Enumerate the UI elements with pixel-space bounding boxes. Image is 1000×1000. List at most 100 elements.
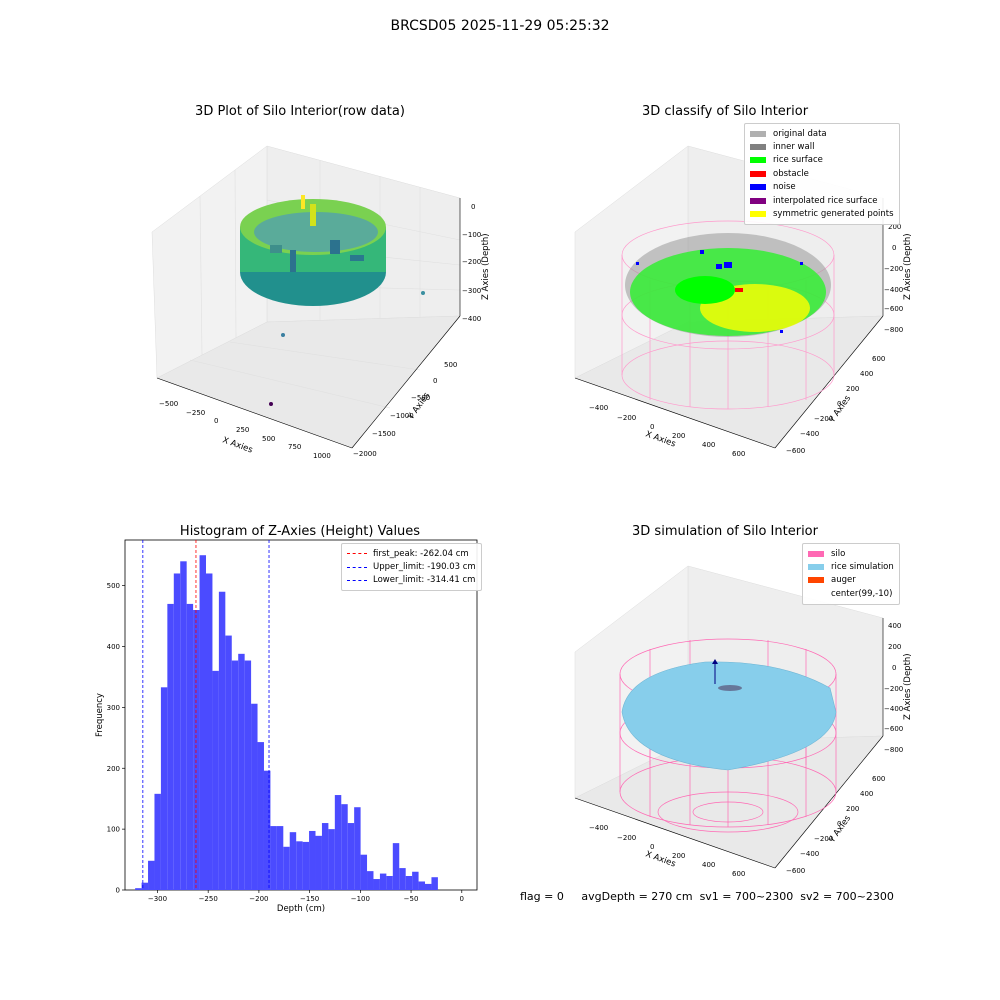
histogram-bar [296, 841, 303, 890]
histogram-x-tick-label: −200 [249, 895, 268, 903]
panel4-3d-simulation: −400 −200 0 200 400 600 X Axies 600 400 … [574, 565, 913, 878]
histogram-x-tick-label: −250 [199, 895, 218, 903]
panel2-x-tick: −400 [589, 404, 608, 412]
panel1-z-tick: −400 [462, 315, 481, 323]
histogram-bar [405, 876, 413, 890]
panel4-z-tick: 0 [892, 664, 896, 672]
panel2-x-tick: 200 [672, 432, 685, 440]
histogram-x-tick-label: −300 [148, 895, 167, 903]
legend-swatch [750, 170, 766, 177]
panel4-x-tick: −400 [589, 824, 608, 832]
panel4-center-marker [712, 659, 718, 664]
histogram-y-tick-label: 500 [107, 582, 120, 590]
histogram-bar [141, 882, 149, 890]
histogram-bar [173, 573, 181, 890]
histogram-y-tick-label: 400 [107, 643, 120, 651]
panel4-z-tick: 200 [888, 643, 901, 651]
legend-item-rice-simulation: rice simulation [808, 560, 894, 573]
panel2-x-tick: 400 [702, 441, 715, 449]
legend-label: interpolated rice surface [773, 195, 878, 206]
panel2-z-tick: 200 [888, 223, 901, 231]
panel1-y-tick: −2000 [353, 450, 377, 458]
panel4-y-ticks: 600 400 200 0 −200 −400 −600 [786, 775, 885, 875]
legend-label: rice simulation [831, 562, 894, 573]
panel2-y-tick: −400 [800, 430, 819, 438]
histogram-bar [412, 871, 419, 890]
panel1-x-label: X Axies [221, 435, 254, 455]
histogram-x-tick-label: −100 [351, 895, 370, 903]
panel2-x-tick: 0 [650, 423, 654, 431]
histogram-bar [148, 860, 155, 890]
panel1-z-tick: −300 [462, 287, 481, 295]
panel1-z-ticks: 0 −100 −200 −300 −400 [462, 203, 481, 323]
panel1-yellow-column [301, 195, 305, 209]
panel1-z-label: Z Axies (Depth) [481, 233, 491, 300]
legend-swatch [750, 184, 766, 191]
panel1-yellow-column [310, 204, 316, 226]
histogram-bar [347, 823, 355, 890]
legend-item-upper-limit: Upper_limit: -190.03 cm [347, 560, 476, 573]
histogram-bar [276, 826, 284, 890]
panel4-x-ticks: −400 −200 0 200 400 600 [589, 824, 745, 878]
panel4-y-tick: 200 [846, 805, 859, 813]
panel4-z-tick: −800 [884, 746, 903, 754]
histogram-bar [180, 561, 187, 890]
histogram-bar [251, 703, 258, 890]
status-flag: flag = 0 [520, 890, 564, 903]
panel2-legend: original data inner wall rice surface ob… [744, 123, 900, 225]
panel2-z-label: Z Axies (Depth) [903, 233, 913, 300]
histogram-bar [289, 832, 297, 890]
panel4-title: 3D simulation of Silo Interior [632, 524, 818, 539]
histogram-bar [160, 687, 168, 890]
legend-label: silo [831, 548, 846, 559]
legend-swatch [750, 130, 766, 137]
legend-item-original-data: original data [750, 127, 894, 140]
panel4-z-tick: 400 [888, 622, 901, 630]
histogram-bar [263, 770, 271, 890]
panel2-z-tick: −400 [884, 286, 903, 294]
panel4-x-tick: 400 [702, 861, 715, 869]
legend-swatch [750, 197, 766, 204]
panel1-y-tick: 500 [444, 361, 457, 369]
panel2-z-tick: −600 [884, 305, 903, 313]
histogram-bar [418, 881, 426, 890]
legend-label: rice surface [773, 155, 823, 166]
legend-label: Lower_limit: -314.41 cm [373, 575, 476, 586]
panel4-y-tick: 0 [837, 820, 841, 828]
panel4-rice-simulation [621, 661, 837, 771]
histogram-y-tick-label: 100 [107, 826, 120, 834]
panel2-z-tick: −800 [884, 326, 903, 334]
histogram-bar [386, 876, 393, 890]
histogram-bar [431, 877, 438, 890]
panel4-legend: silo rice simulation auger center(99,-10… [802, 543, 900, 605]
histogram-bar [225, 635, 232, 890]
histogram-x-tick-label: −50 [404, 895, 419, 903]
figure-title: BRCSD05 2025-11-29 05:25:32 [390, 18, 610, 34]
legend-item-silo: silo [808, 547, 894, 560]
panel2-rice-surface-dense [675, 276, 735, 304]
panel4-z-tick: −600 [884, 725, 903, 733]
panel4-z-ticks: 400 200 0 −200 −400 −600 −800 [884, 622, 903, 754]
legend-item-first-peak: first_peak: -262.04 cm [347, 547, 476, 560]
legend-item-center: center(99,-10) [808, 587, 894, 600]
histogram-bar [360, 854, 368, 890]
panel4-y-tick: 400 [860, 790, 873, 798]
panel4-x-tick: 0 [650, 843, 654, 851]
legend-item-auger: auger [808, 574, 894, 587]
panel4-x-tick: −200 [617, 834, 636, 842]
panel2-y-tick: −600 [786, 447, 805, 455]
histogram-bar [379, 873, 387, 890]
panel4-z-tick: −200 [884, 685, 903, 693]
legend-swatch [750, 211, 766, 218]
histogram-bar [309, 830, 316, 890]
histogram-bar [218, 591, 226, 890]
histogram-bar [283, 846, 290, 890]
histogram-bar [257, 742, 264, 890]
legend-swatch [750, 157, 766, 164]
histogram-bar [334, 795, 342, 890]
histogram-bar [328, 829, 335, 890]
histogram-x-tick-label: 0 [460, 895, 464, 903]
panel1-3d-scatter: −500 −250 0 250 500 750 1000 X Axies 500… [151, 145, 491, 460]
panel1-x-tick: 750 [288, 443, 301, 451]
